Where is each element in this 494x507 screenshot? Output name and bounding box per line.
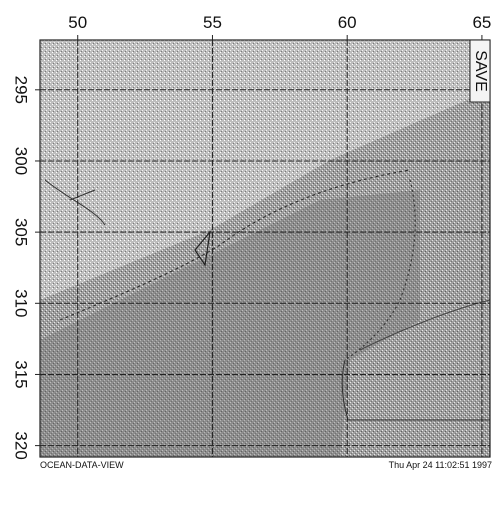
x-tick-label: 55 — [203, 13, 222, 32]
y-tick-label: 295 — [12, 76, 31, 104]
x-tick-label: 65 — [472, 13, 491, 32]
contour-line — [59, 169, 411, 321]
x-tick-label: 50 — [68, 13, 87, 32]
save-button-label[interactable]: SAVE — [472, 50, 489, 92]
y-tick-label: 320 — [12, 431, 31, 459]
footer-right: Thu Apr 24 11:02:51 1997 — [389, 460, 492, 470]
shaded-region — [40, 190, 420, 457]
y-tick-label: 300 — [12, 147, 31, 175]
contour-line — [341, 359, 490, 421]
plot-frame — [39, 39, 491, 458]
save-button[interactable] — [469, 39, 491, 103]
y-tick-label: 315 — [12, 360, 31, 388]
y-tick-label: 310 — [12, 289, 31, 317]
footer-left: OCEAN-DATA-VIEW — [40, 460, 124, 470]
map-area — [40, 40, 490, 457]
contour-line — [44, 179, 106, 226]
y-tick-label: 305 — [12, 218, 31, 246]
shaded-region — [40, 90, 490, 457]
x-tick-label: 60 — [338, 13, 357, 32]
contour-line — [194, 229, 211, 267]
